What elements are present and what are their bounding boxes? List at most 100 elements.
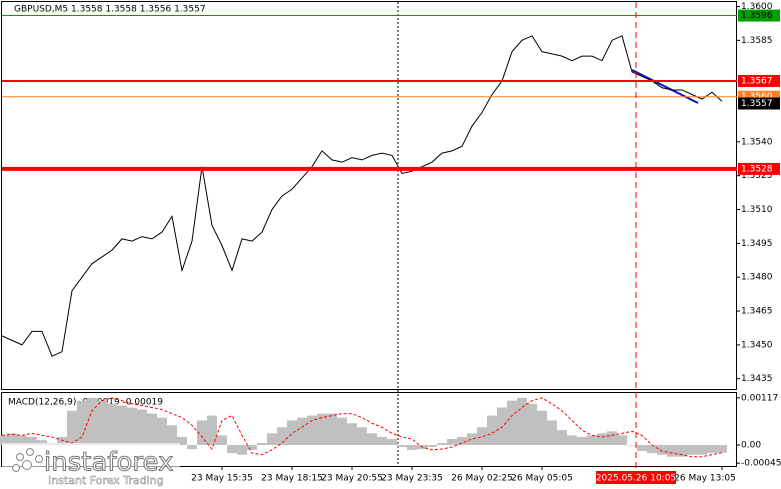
macd-bar <box>347 423 357 446</box>
x-tick-label: 26 May 02:25 <box>451 474 513 484</box>
macd-bar <box>37 440 47 446</box>
macd-bar <box>227 445 237 454</box>
y-tick-label: 1.3540 <box>741 137 773 147</box>
y-tick-label: 1.3450 <box>741 340 773 350</box>
y-tick-label: 0.00 <box>741 441 761 451</box>
macd-bar <box>327 413 337 446</box>
macd-bar <box>477 427 487 446</box>
macd-bar <box>647 445 657 454</box>
logo-dot <box>22 460 32 470</box>
macd-bar <box>317 413 327 446</box>
watermark-brand: instaforex <box>44 448 173 478</box>
x-tick-label: 26 May 13:05 <box>674 474 736 484</box>
macd-bar <box>157 417 167 446</box>
macd-bar <box>597 433 607 446</box>
level-label-bg <box>738 74 780 87</box>
macd-bar <box>67 410 77 446</box>
macd-bar <box>697 445 707 455</box>
macd-bar <box>87 397 97 446</box>
macd-bar <box>497 407 507 446</box>
level-label: 1.3557 <box>741 99 773 109</box>
macd-bar <box>197 420 207 446</box>
cursor-label: 2025.05.26 10:05 <box>596 474 676 484</box>
level-label-bg <box>738 9 780 22</box>
macd-bar <box>367 433 377 446</box>
macd-bar <box>537 410 547 446</box>
macd-bar <box>27 436 37 446</box>
macd-bar <box>97 400 107 446</box>
level-label: 1.3596 <box>741 11 773 21</box>
y-tick-label: 1.3585 <box>741 36 773 46</box>
macd-bar <box>277 427 287 446</box>
macd-bar <box>287 420 297 446</box>
macd-bar <box>587 435 597 446</box>
macd-bar <box>267 433 277 446</box>
logo-dot <box>12 464 20 472</box>
macd-frame <box>1 392 737 467</box>
macd-bar <box>677 445 687 457</box>
macd-bar <box>427 445 437 448</box>
x-tick-label: 23 May 15:35 <box>191 474 253 484</box>
x-tick-label: 23 May 20:55 <box>321 474 383 484</box>
macd-bar <box>457 436 467 446</box>
signal-line <box>1 397 723 458</box>
macd-bar <box>377 436 387 446</box>
level-label: 1.3567 <box>741 76 773 86</box>
macd-bar <box>257 443 267 446</box>
macd-bar <box>17 435 27 446</box>
y-tick-label: 1.3495 <box>741 239 773 249</box>
macd-bar <box>407 445 417 450</box>
macd-bar <box>127 407 137 446</box>
macd-bar <box>297 417 307 446</box>
y-tick-label: 1.3435 <box>741 374 773 384</box>
macd-bar <box>167 425 177 446</box>
macd-bar <box>357 427 367 446</box>
macd-bar <box>397 445 407 448</box>
macd-bar <box>707 445 717 454</box>
level-label: 1.3560 <box>741 92 773 102</box>
macd-bar <box>77 400 87 446</box>
y-tick-label: 1.3465 <box>741 307 773 317</box>
y-tick-label: 1.3525 <box>741 171 773 181</box>
y-tick-label: 0.00117 <box>741 393 778 403</box>
macd-bar <box>637 445 647 452</box>
logo-dot <box>35 455 43 463</box>
macd-bar <box>547 420 557 446</box>
logo-dot <box>16 453 24 461</box>
x-tick-label: 23 May 23:35 <box>381 474 443 484</box>
y-tick-label: -0.00045 <box>741 459 781 469</box>
macd-bar <box>517 397 527 446</box>
macd-bar <box>667 445 677 457</box>
macd-bar <box>557 430 567 446</box>
macd-bar <box>0 435 7 446</box>
macd-bar <box>657 445 667 455</box>
price-line <box>1 35 723 357</box>
macd-bar <box>387 438 397 446</box>
cursor-label-bg <box>596 471 676 484</box>
level-label: 1.3528 <box>741 164 773 174</box>
macd-bar <box>177 436 187 446</box>
y-tick-label: 1.3600 <box>741 2 773 12</box>
macd-bar <box>147 413 157 446</box>
macd-bar <box>57 436 67 446</box>
macd-bar <box>567 435 577 446</box>
macd-bar <box>527 403 537 446</box>
macd-bar <box>337 417 347 446</box>
macd-bar <box>217 435 227 446</box>
macd-bar <box>307 415 317 446</box>
macd-bar <box>487 415 497 446</box>
trend-line <box>631 69 699 104</box>
macd-bar <box>687 445 697 455</box>
macd-bar <box>107 403 117 446</box>
macd-bar <box>447 438 457 446</box>
macd-bar <box>137 409 147 446</box>
macd-bar <box>117 405 127 446</box>
x-tick-label: 26 May 05:05 <box>511 474 573 484</box>
macd-bar <box>607 431 617 446</box>
macd-bar <box>577 436 587 446</box>
macd-bar <box>7 433 17 446</box>
macd-bar <box>717 445 727 453</box>
macd-bar <box>627 445 637 446</box>
macd-bar <box>507 400 517 446</box>
